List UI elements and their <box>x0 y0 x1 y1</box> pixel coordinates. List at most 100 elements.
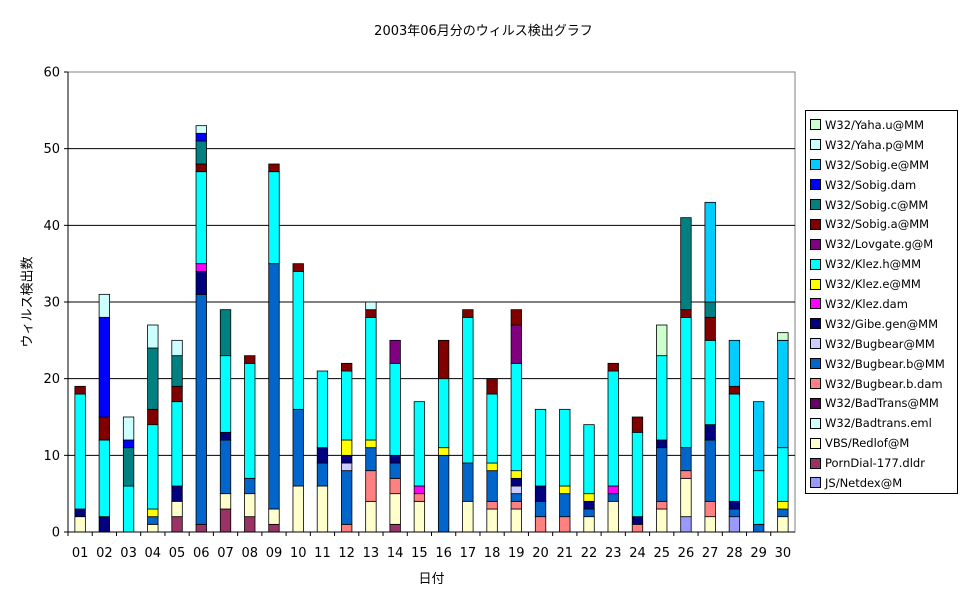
bar-segment <box>389 462 401 479</box>
bar-segment <box>171 485 183 502</box>
bar-segment <box>171 516 183 533</box>
bar-segment <box>147 508 159 518</box>
bar-segment <box>147 324 159 349</box>
bar-segment <box>292 270 304 410</box>
y-tick-label: 40 <box>43 219 60 234</box>
bar-segment <box>680 447 692 472</box>
bar-segment <box>98 316 110 418</box>
x-tick-label: 18 <box>484 546 501 561</box>
x-tick-label: 12 <box>338 546 355 561</box>
bar-segment <box>753 523 765 533</box>
bar-segment <box>510 477 522 487</box>
bar-segment <box>486 378 498 395</box>
legend-item: W32/Bugbear.b.dam <box>810 374 957 394</box>
legend-swatch <box>810 338 821 350</box>
legend-swatch <box>810 318 821 330</box>
legend-label: W32/BadTrans@MM <box>825 396 939 411</box>
bar-segment <box>680 217 692 311</box>
legend-swatch <box>810 139 821 151</box>
bar-segment <box>122 485 135 533</box>
legend-swatch <box>810 437 821 449</box>
bar-segment <box>656 439 668 449</box>
bar-segment <box>534 500 547 518</box>
x-tick-label: 02 <box>96 546 113 561</box>
x-tick-label: 22 <box>581 546 598 561</box>
legend-swatch <box>810 298 821 310</box>
bar-segment <box>341 470 353 525</box>
bar-segment <box>728 385 741 395</box>
legend-swatch <box>810 119 821 131</box>
bar-segment <box>510 324 522 364</box>
bar-segment <box>341 370 353 441</box>
bar-segment <box>341 362 353 372</box>
x-tick-label: 30 <box>775 546 792 561</box>
legend-swatch <box>810 477 821 489</box>
legend-item: W32/Klez.dam <box>810 294 957 314</box>
legend-item: W32/Sobig.dam <box>810 175 957 195</box>
bar-segment <box>74 508 86 518</box>
y-axis-label: ウィルス検出数 <box>20 256 36 348</box>
x-tick-label: 01 <box>72 546 89 561</box>
legend-swatch <box>810 457 821 469</box>
bar-segment <box>728 339 741 387</box>
bar-segment <box>510 500 522 510</box>
bar-segment <box>486 470 498 502</box>
bar-segment <box>292 485 304 533</box>
legend-item: W32/Gibe.gen@MM <box>810 314 957 334</box>
legend-label: PornDial-177.dldr <box>825 456 925 471</box>
legend-label: W32/Sobig.dam <box>825 177 917 192</box>
bar-segment <box>559 485 571 495</box>
bar-segment <box>389 493 401 525</box>
gridlines <box>64 71 795 533</box>
bar-segment <box>510 309 522 326</box>
bar-segment <box>583 493 595 502</box>
bar-segment <box>122 416 135 441</box>
x-tick-label: 15 <box>411 546 428 561</box>
bar-segment <box>753 470 765 525</box>
bar-segment <box>98 293 110 318</box>
bar-segment <box>534 485 547 502</box>
chart-title: 2003年06月分のウィルス検出グラフ <box>374 24 593 39</box>
bar-segment <box>656 508 668 533</box>
bar-segment <box>195 163 207 173</box>
bar-segment <box>583 424 595 495</box>
bar-segment <box>171 355 183 387</box>
bar-segment <box>680 316 692 449</box>
x-tick-label: 17 <box>460 546 477 561</box>
x-tick-label: 27 <box>702 546 719 561</box>
bar-segment <box>704 500 716 518</box>
legend-item: W32/Yaha.u@MM <box>810 115 957 135</box>
bar-segment <box>583 516 595 533</box>
bar-segment <box>728 500 741 510</box>
legend-swatch <box>810 238 821 250</box>
legend-swatch <box>810 378 821 390</box>
bar-segment <box>777 508 789 518</box>
x-tick-label: 05 <box>169 546 186 561</box>
bar-segment <box>437 454 450 533</box>
legend-item: W32/Sobig.c@MM <box>810 195 957 215</box>
bar-segment <box>316 462 329 487</box>
bar-segment <box>219 439 232 495</box>
bar-segment <box>341 523 353 533</box>
bar-segment <box>122 447 135 487</box>
legend-label: JS/Netdex@M <box>825 475 903 490</box>
y-tick-label: 0 <box>52 526 60 541</box>
bar-segment <box>316 447 329 464</box>
legend-item: W32/Sobig.a@MM <box>810 214 957 234</box>
bar-segment <box>680 477 692 518</box>
x-tick-label: 16 <box>435 546 452 561</box>
x-tick-label: 23 <box>605 546 622 561</box>
y-tick-labels: 0 10 20 30 40 50 60 <box>43 66 60 541</box>
legend-item: VBS/Redlof@M <box>810 433 957 453</box>
bar-segment <box>704 201 716 303</box>
legend-item: PornDial-177.dldr <box>810 453 957 473</box>
y-tick-label: 10 <box>43 449 60 464</box>
legend-swatch <box>810 218 821 230</box>
bar-segment <box>510 485 522 495</box>
bar-segment <box>413 500 426 533</box>
bar-segment <box>462 462 474 502</box>
bar-segment <box>147 523 159 533</box>
legend-item: W32/Lovgate.g@M <box>810 234 957 254</box>
legend-swatch <box>810 258 821 270</box>
legend-swatch <box>810 199 821 210</box>
